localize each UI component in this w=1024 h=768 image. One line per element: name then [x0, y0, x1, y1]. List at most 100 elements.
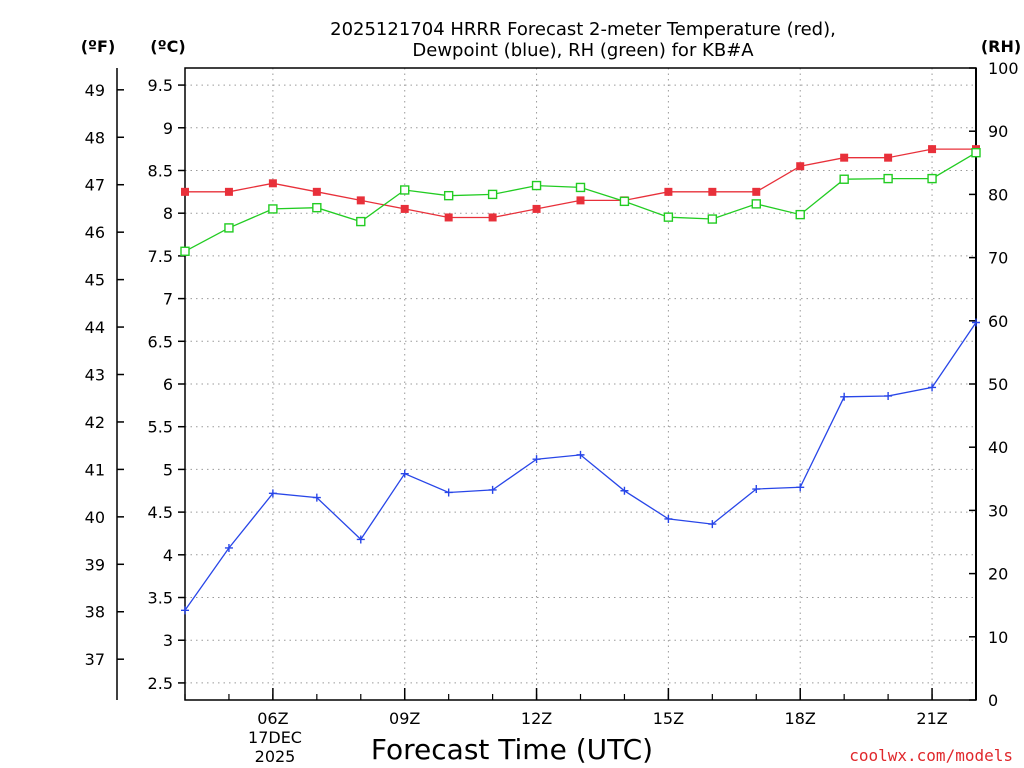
- fahrenheit-tick-label: 40: [85, 508, 105, 527]
- dewpoint-point: [840, 392, 849, 401]
- rh-tick-label: 80: [988, 185, 1008, 204]
- temperature-point: [532, 204, 541, 213]
- rh-tick-label: 0: [988, 691, 998, 710]
- temperature-point: [400, 204, 409, 213]
- celsius-tick-label: 3.5: [148, 589, 173, 608]
- fahrenheit-tick-label: 48: [85, 128, 105, 147]
- dewpoint-point: [312, 493, 321, 502]
- rh-tick-label: 50: [988, 375, 1008, 394]
- dewpoint-point: [576, 450, 585, 459]
- relative-humidity-point: [927, 173, 937, 184]
- relative-humidity-point: [751, 199, 761, 209]
- rh-tick-label: 40: [988, 438, 1008, 457]
- date-label-year: 2025: [255, 747, 296, 766]
- chart-title-line2: Dewpoint (blue), RH (green) for KB#A: [412, 40, 754, 61]
- temperature-point: [752, 187, 761, 196]
- rh-tick-label: 30: [988, 501, 1008, 520]
- temperature-point: [356, 196, 365, 205]
- rh-tick-label: 20: [988, 565, 1008, 584]
- temperature-point: [312, 187, 321, 196]
- dewpoint-point: [708, 520, 717, 529]
- x-tick-label: 06Z: [257, 709, 288, 728]
- celsius-unit-label: (ºC): [150, 37, 185, 56]
- rh-tick-label: 60: [988, 312, 1008, 331]
- celsius-tick-label: 8: [163, 204, 173, 223]
- fahrenheit-tick-label: 39: [85, 555, 105, 574]
- x-tick-label: 12Z: [521, 709, 552, 728]
- chart-title: 2025121704 HRRR Forecast 2-meter Tempera…: [330, 19, 836, 61]
- relative-humidity-point: [487, 189, 498, 200]
- celsius-tick-label: 7.5: [148, 247, 173, 266]
- relative-humidity-point: [224, 223, 234, 233]
- relative-humidity-point: [971, 147, 981, 158]
- chart-axes: 2.5 3 3.5 4 4.5 5 5.5 6 6.5 7 7.5 8 8.5 9 9.5 37 38 39 40 4…: [85, 59, 1019, 728]
- temperature-point: [840, 153, 849, 162]
- temperature-point: [224, 187, 233, 196]
- dewpoint-point: [664, 514, 673, 523]
- celsius-tick-label: 6: [163, 375, 173, 394]
- relative-humidity-point: [312, 202, 322, 213]
- fahrenheit-tick-label: 42: [85, 413, 105, 432]
- fahrenheit-tick-label: 38: [85, 603, 105, 622]
- chart-title-line1: 2025121704 HRRR Forecast 2-meter Tempera…: [330, 19, 836, 40]
- dewpoint-point: [181, 606, 189, 615]
- celsius-tick-label: 3: [163, 631, 173, 650]
- dewpoint-point: [532, 455, 541, 464]
- fahrenheit-tick-label: 43: [85, 366, 105, 385]
- rh-tick-label: 10: [988, 628, 1008, 647]
- celsius-tick-label: 5: [163, 460, 173, 479]
- chart-gridlines: [185, 68, 976, 700]
- celsius-tick-label: 8.5: [148, 161, 173, 180]
- relative-humidity-point: [663, 212, 674, 222]
- celsius-tick-label: 5.5: [148, 418, 173, 437]
- relative-humidity-point: [180, 246, 190, 256]
- temperature-point: [268, 179, 277, 188]
- temperature-point: [796, 162, 805, 171]
- relative-humidity-series: [180, 147, 981, 256]
- dewpoint-point: [884, 391, 893, 400]
- dewpoint-point: [796, 483, 805, 492]
- dewpoint-series: [181, 318, 980, 615]
- celsius-tick-label: 7: [163, 290, 173, 309]
- relative-humidity-point: [531, 180, 542, 191]
- rh-unit-label: (RH): [981, 37, 1021, 56]
- dewpoint-line: [184, 322, 977, 611]
- temperature-point: [181, 187, 189, 196]
- x-tick-label: 15Z: [653, 709, 684, 728]
- relative-humidity-point: [795, 209, 805, 220]
- relative-humidity-point: [707, 214, 718, 224]
- rh-tick-label: 90: [988, 122, 1008, 141]
- date-label-day: 17DEC: [248, 728, 302, 747]
- relative-humidity-point: [443, 190, 454, 201]
- celsius-tick-label: 4.5: [148, 503, 173, 522]
- rh-tick-label: 70: [988, 249, 1008, 268]
- temperature-point: [664, 187, 673, 196]
- temperature-point: [708, 187, 717, 196]
- x-tick-label: 09Z: [389, 709, 420, 728]
- x-axis-label: Forecast Time (UTC): [371, 733, 653, 766]
- relative-humidity-point: [356, 216, 366, 227]
- relative-humidity-point: [839, 174, 849, 184]
- dewpoint-point: [620, 486, 629, 495]
- relative-humidity-point: [619, 196, 630, 207]
- dewpoint-point: [752, 485, 761, 494]
- dewpoint-point: [356, 535, 365, 544]
- celsius-tick-label: 6.5: [148, 332, 173, 351]
- relative-humidity-point: [575, 182, 586, 193]
- credit-text: coolwx.com/models: [849, 746, 1013, 765]
- relative-humidity-point: [400, 185, 410, 195]
- temperature-point: [928, 145, 937, 154]
- temperature-point: [884, 153, 893, 162]
- celsius-tick-label: 4: [163, 546, 173, 565]
- celsius-tick-label: 9: [163, 119, 173, 138]
- rh-tick-label: 100: [988, 59, 1019, 78]
- temperature-point: [444, 213, 453, 222]
- fahrenheit-tick-label: 41: [85, 460, 105, 479]
- relative-humidity-point: [883, 173, 893, 184]
- dewpoint-point: [928, 383, 937, 392]
- fahrenheit-tick-label: 44: [85, 318, 105, 337]
- fahrenheit-tick-label: 47: [85, 176, 105, 195]
- relative-humidity-point: [268, 204, 278, 214]
- fahrenheit-tick-label: 46: [85, 223, 105, 242]
